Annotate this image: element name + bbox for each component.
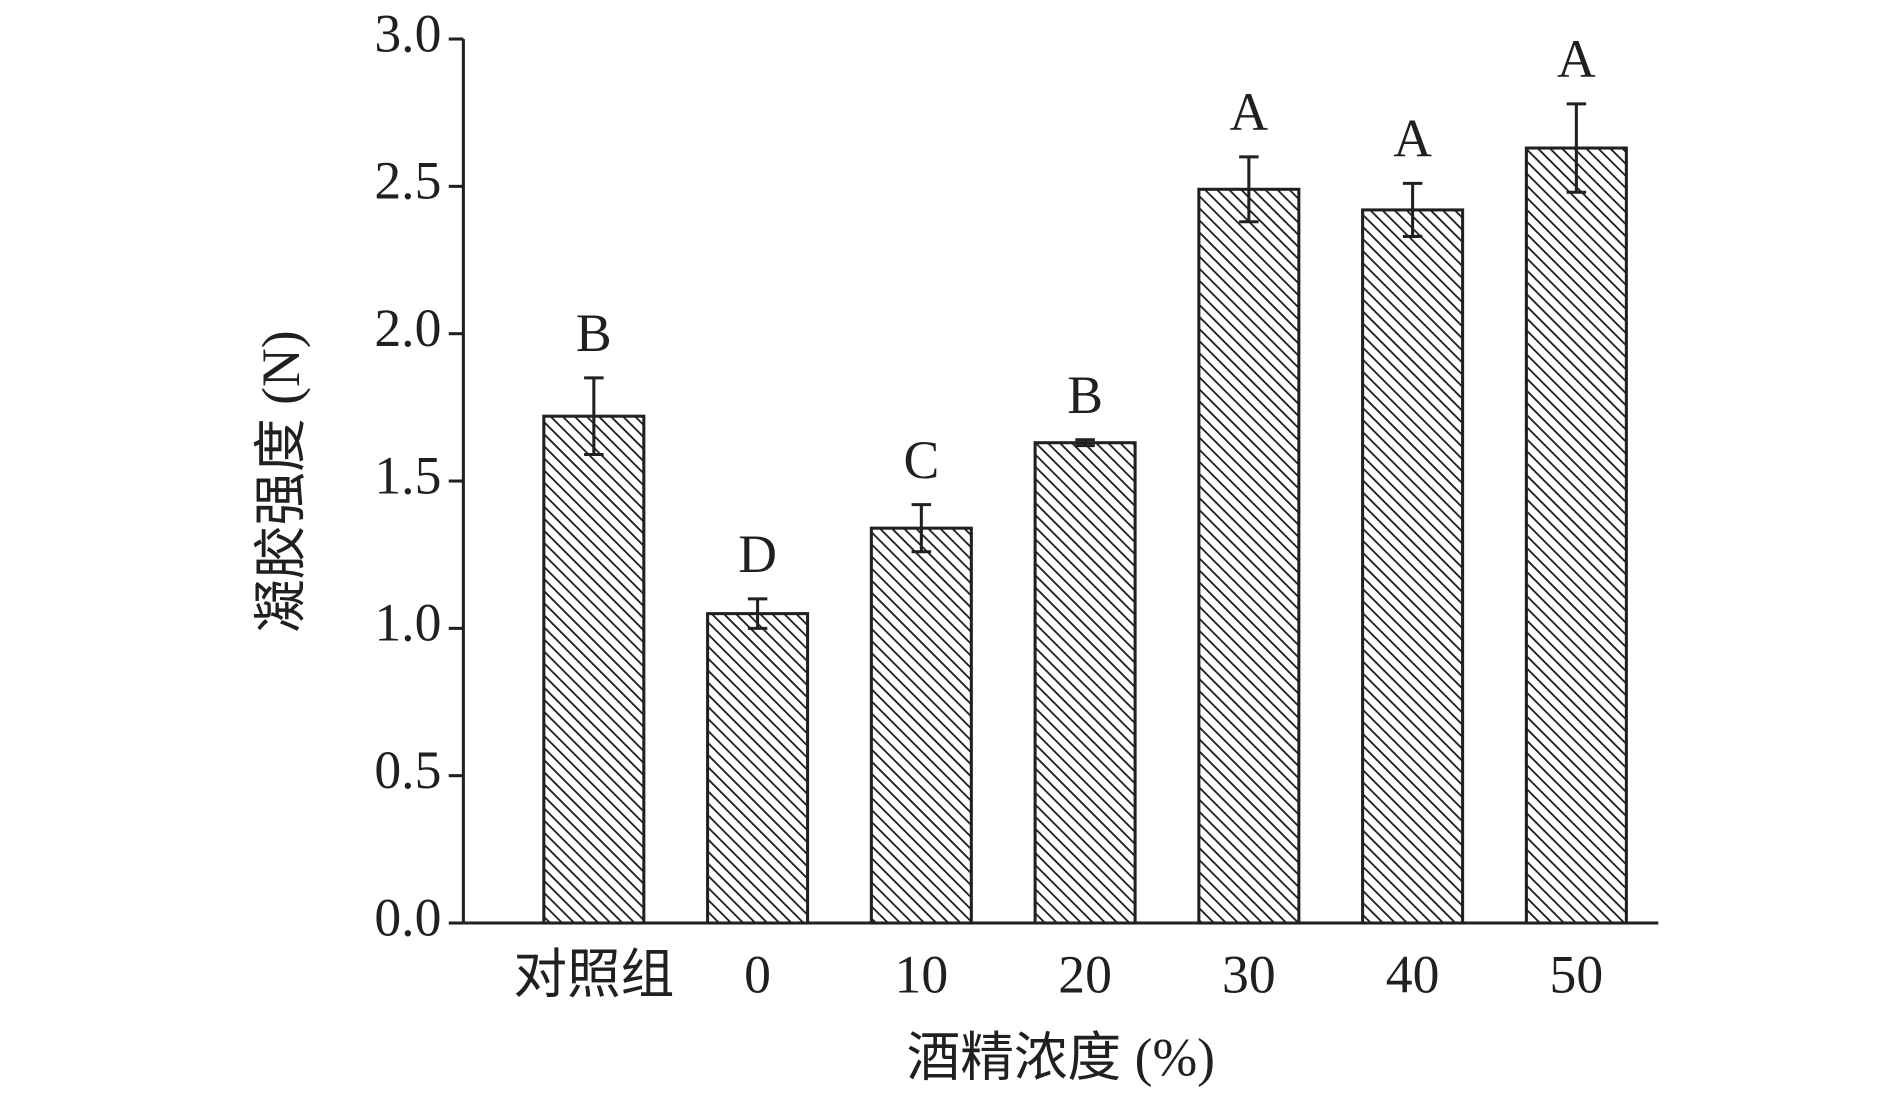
significance-label: B: [576, 303, 612, 363]
bar: [1361, 208, 1465, 925]
y-tick-label: 1.0: [374, 593, 441, 653]
significance-label: A: [1229, 82, 1268, 142]
error-bar: [1566, 102, 1587, 194]
x-tick-label: 40: [1386, 945, 1440, 1005]
y-tick-label: 0.0: [374, 887, 441, 947]
significance-label: D: [738, 524, 777, 584]
x-tick-label: 50: [1550, 945, 1604, 1005]
error-bar: [1239, 155, 1259, 224]
y-tick-label: 3.0: [374, 3, 441, 63]
error-bar: [747, 597, 768, 630]
significance-label: A: [1393, 109, 1432, 169]
bar: [869, 526, 973, 925]
significance-label: A: [1557, 29, 1596, 89]
error-bar: [1075, 438, 1095, 448]
significance-label: B: [1067, 365, 1103, 425]
y-axis-title: 凝胶强度 (N): [251, 330, 311, 632]
x-tick-label: 0: [744, 945, 771, 1005]
bar: [706, 612, 810, 925]
significance-label: C: [903, 430, 939, 490]
y-tick-label: 2.0: [374, 298, 441, 358]
x-tick-label: 30: [1222, 945, 1276, 1005]
y-tick-label: 2.5: [374, 151, 441, 211]
x-axis-title: 酒精浓度 (%): [907, 1028, 1215, 1088]
error-bar: [911, 503, 932, 554]
x-tick-label: 10: [895, 945, 949, 1005]
error-bar: [584, 376, 604, 457]
bar: [1524, 146, 1628, 925]
bar: [1197, 187, 1301, 925]
y-tick-label: 1.5: [374, 445, 441, 505]
x-tick-label: 对照组: [513, 945, 674, 1005]
bar: [1033, 441, 1137, 925]
x-tick-label: 20: [1058, 945, 1112, 1005]
error-bar: [1402, 181, 1423, 238]
bar: [542, 414, 646, 925]
y-tick-label: 0.5: [374, 740, 441, 800]
